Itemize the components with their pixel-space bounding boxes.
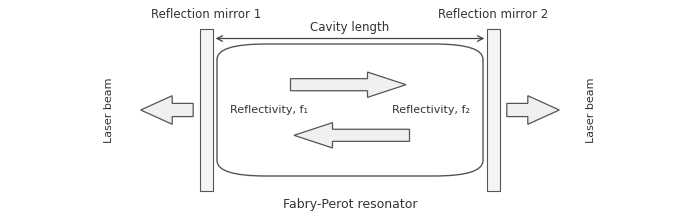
Polygon shape (507, 96, 559, 124)
Bar (487, 29, 500, 191)
Text: Reflectivity, f₁: Reflectivity, f₁ (230, 105, 309, 115)
Polygon shape (294, 123, 410, 148)
Text: Cavity length: Cavity length (310, 21, 390, 34)
Text: Fabry-Perot resonator: Fabry-Perot resonator (283, 198, 417, 211)
Text: Laser beam: Laser beam (104, 77, 113, 143)
Text: Reflection mirror 1: Reflection mirror 1 (151, 8, 262, 21)
Polygon shape (290, 72, 406, 97)
Polygon shape (141, 96, 193, 124)
Text: Reflection mirror 2: Reflection mirror 2 (438, 8, 549, 21)
Bar (200, 29, 213, 191)
Text: Laser beam: Laser beam (587, 77, 596, 143)
Text: Reflectivity, f₂: Reflectivity, f₂ (391, 105, 470, 115)
